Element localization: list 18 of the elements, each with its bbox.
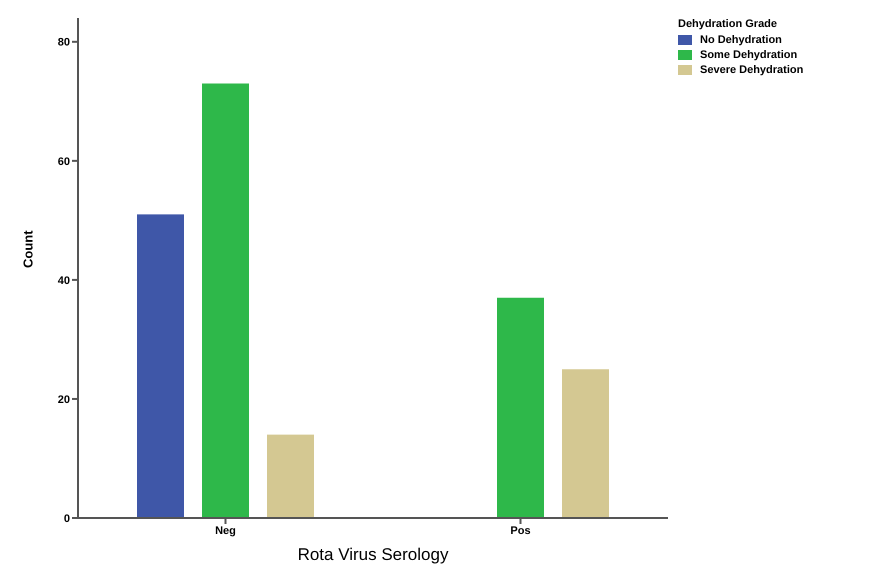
legend-label: Severe Dehydration — [700, 64, 804, 76]
legend-label: Some Dehydration — [700, 49, 798, 61]
y-tick-label: 60 — [58, 156, 70, 168]
y-tick-label: 80 — [58, 36, 70, 49]
x-tick-label: Neg — [215, 524, 236, 537]
bar — [137, 214, 184, 518]
y-tick-label: 0 — [64, 512, 70, 525]
x-tick-label: Pos — [510, 524, 531, 537]
bar — [202, 83, 249, 518]
legend-label: No Dehydration — [700, 34, 782, 46]
y-axis-title: Count — [20, 230, 36, 268]
x-axis-title: Rota Virus Serology — [298, 545, 449, 564]
bar — [562, 369, 609, 518]
y-tick-label: 40 — [58, 274, 70, 287]
bar — [497, 298, 544, 518]
bar — [267, 434, 314, 518]
y-tick-label: 20 — [58, 394, 70, 406]
legend-title: Dehydration Grade — [678, 18, 778, 30]
